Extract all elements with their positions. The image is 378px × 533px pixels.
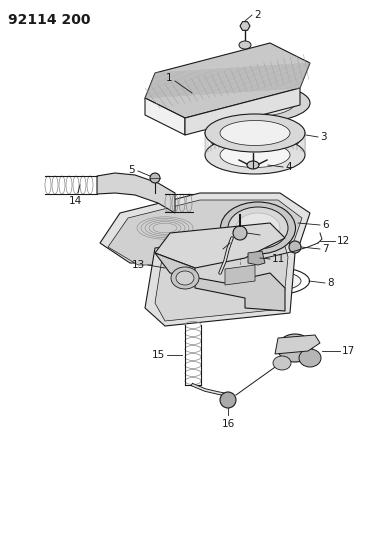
Ellipse shape (243, 271, 301, 291)
Ellipse shape (190, 83, 310, 123)
Polygon shape (240, 22, 250, 30)
Ellipse shape (205, 136, 305, 174)
Ellipse shape (205, 114, 305, 152)
Polygon shape (185, 88, 300, 135)
Text: 2: 2 (254, 10, 260, 20)
Polygon shape (100, 193, 310, 263)
Ellipse shape (239, 41, 251, 49)
Polygon shape (145, 235, 295, 326)
Ellipse shape (220, 120, 290, 146)
Text: 1: 1 (166, 73, 172, 83)
Polygon shape (248, 251, 265, 265)
Text: 4: 4 (285, 162, 291, 172)
Ellipse shape (273, 356, 291, 370)
Text: 10: 10 (262, 230, 275, 240)
Text: 8: 8 (327, 278, 334, 288)
Circle shape (289, 241, 301, 253)
Text: 3: 3 (320, 132, 327, 142)
Polygon shape (225, 265, 255, 285)
Ellipse shape (205, 89, 295, 117)
Polygon shape (97, 173, 175, 213)
Text: 5: 5 (129, 165, 135, 175)
Ellipse shape (228, 207, 288, 249)
Text: 15: 15 (152, 350, 165, 360)
Polygon shape (108, 200, 302, 265)
Polygon shape (275, 335, 320, 354)
Circle shape (150, 173, 160, 183)
Text: 7: 7 (322, 244, 328, 254)
Text: 6: 6 (322, 220, 328, 230)
Text: 16: 16 (222, 419, 235, 429)
Polygon shape (145, 43, 310, 118)
Ellipse shape (171, 267, 199, 289)
Ellipse shape (277, 334, 313, 362)
Ellipse shape (236, 213, 280, 243)
Circle shape (220, 392, 236, 408)
Circle shape (233, 226, 247, 240)
Polygon shape (145, 98, 185, 135)
Ellipse shape (299, 349, 321, 367)
Text: 13: 13 (132, 260, 145, 270)
Ellipse shape (176, 271, 194, 285)
Text: 92114 200: 92114 200 (8, 13, 90, 27)
Ellipse shape (220, 142, 290, 167)
Text: 14: 14 (68, 196, 82, 206)
Text: 9: 9 (208, 240, 214, 250)
Ellipse shape (247, 161, 259, 169)
Ellipse shape (220, 202, 296, 254)
Text: 17: 17 (342, 346, 355, 356)
Polygon shape (155, 253, 285, 311)
Text: 11: 11 (272, 254, 285, 264)
Text: 12: 12 (337, 236, 350, 246)
Polygon shape (155, 223, 285, 268)
Polygon shape (155, 239, 288, 321)
